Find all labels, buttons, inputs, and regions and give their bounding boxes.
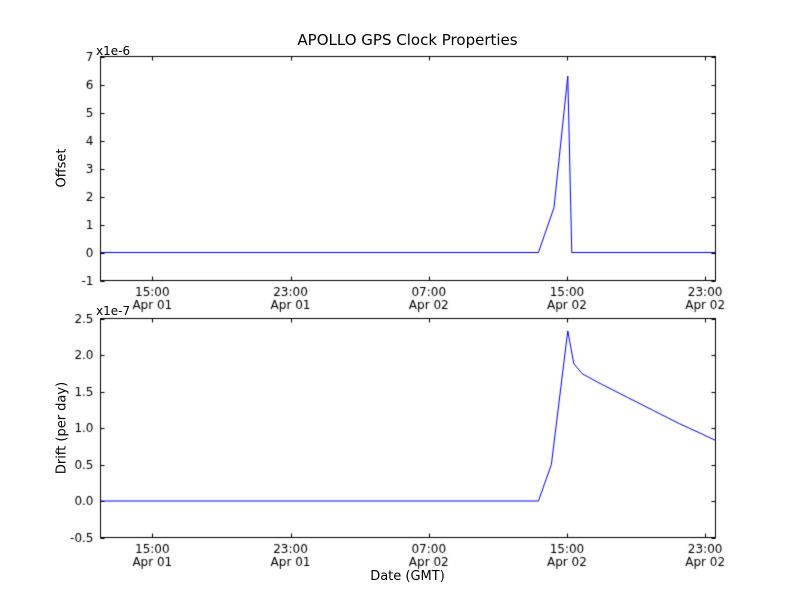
drift-axis-multiplier-label: x1e-7 [96, 304, 131, 318]
offset-y-axis-label: Offset [54, 148, 70, 188]
drift-y-axis-label: Drift (per day) [54, 381, 70, 475]
chart-title: APOLLO GPS Clock Properties [297, 31, 518, 49]
offset-axis-multiplier-label: x1e-6 [96, 44, 131, 58]
x-axis-label: Date (GMT) [370, 569, 445, 584]
